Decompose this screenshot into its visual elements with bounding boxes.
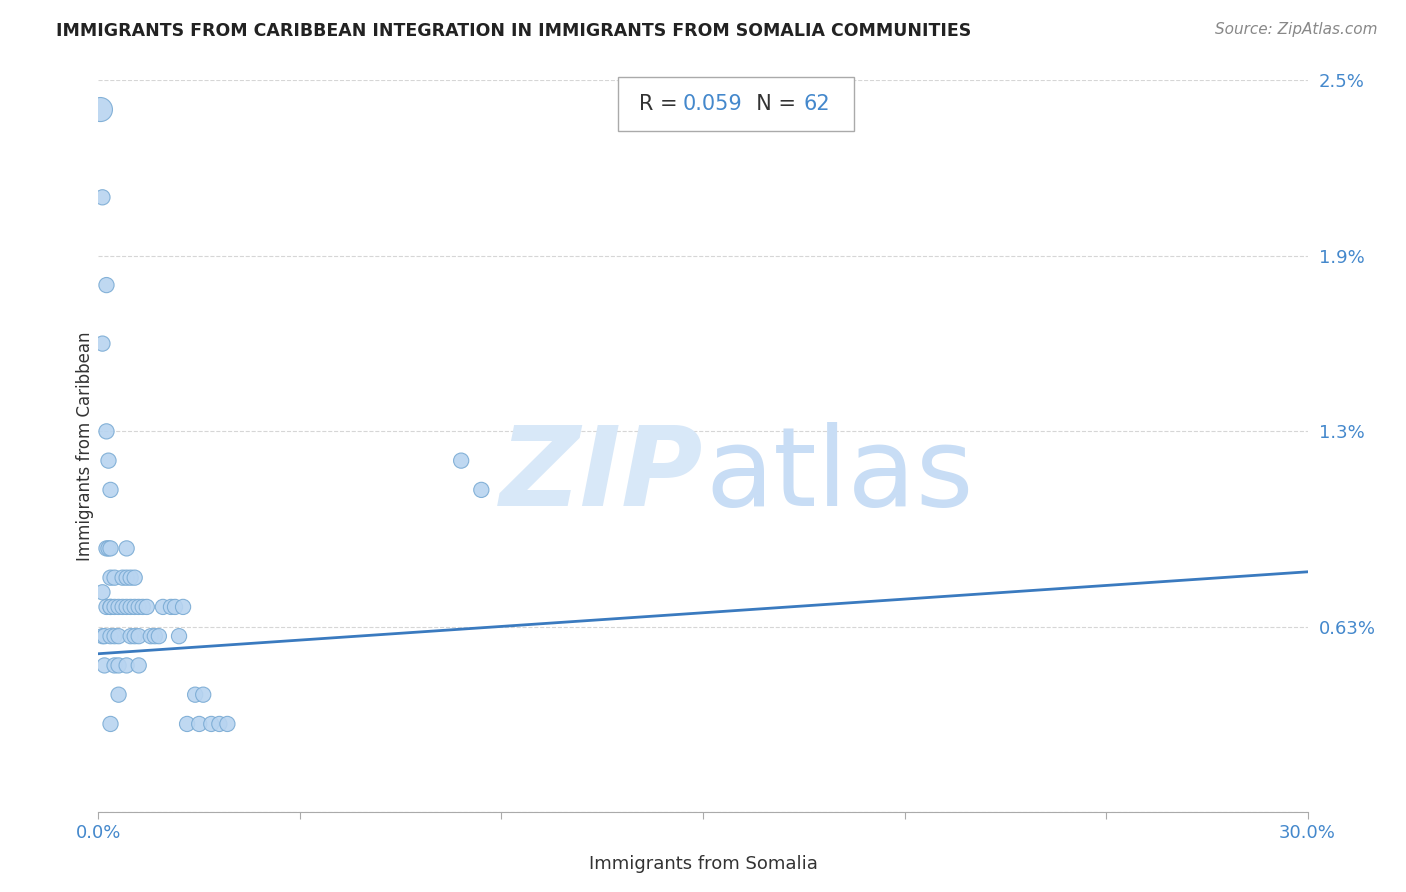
- Point: [96, 541, 118, 556]
- Text: IMMIGRANTS FROM CARIBBEAN INTEGRATION IN IMMIGRANTS FROM SOMALIA COMMUNITIES: IMMIGRANTS FROM CARIBBEAN INTEGRATION IN…: [56, 22, 972, 40]
- Y-axis label: Immigrants from Caribbean: Immigrants from Caribbean: [76, 331, 94, 561]
- Point: [107, 688, 129, 702]
- Point: [135, 599, 157, 614]
- Point: [91, 190, 114, 204]
- Point: [115, 599, 138, 614]
- Point: [450, 453, 472, 467]
- Point: [188, 717, 211, 731]
- Point: [132, 599, 155, 614]
- Point: [97, 453, 120, 467]
- Point: [91, 629, 114, 643]
- Point: [100, 629, 122, 643]
- Point: [100, 599, 122, 614]
- Text: ZIP: ZIP: [499, 422, 703, 529]
- Point: [115, 541, 138, 556]
- FancyBboxPatch shape: [619, 77, 855, 131]
- Text: 0.059: 0.059: [682, 94, 742, 114]
- Point: [124, 629, 146, 643]
- Point: [107, 599, 129, 614]
- Point: [93, 658, 115, 673]
- Point: [120, 571, 142, 585]
- Point: [128, 658, 150, 673]
- Point: [96, 425, 118, 439]
- Point: [96, 599, 118, 614]
- Point: [120, 599, 142, 614]
- Point: [143, 629, 166, 643]
- Text: Source: ZipAtlas.com: Source: ZipAtlas.com: [1215, 22, 1378, 37]
- Point: [184, 688, 207, 702]
- Point: [148, 629, 170, 643]
- Point: [160, 599, 183, 614]
- Point: [103, 658, 125, 673]
- Text: R =: R =: [638, 94, 685, 114]
- Point: [100, 483, 122, 497]
- Point: [93, 629, 115, 643]
- Point: [163, 599, 186, 614]
- Point: [97, 541, 120, 556]
- Point: [107, 629, 129, 643]
- Point: [176, 717, 198, 731]
- Point: [91, 336, 114, 351]
- Point: [115, 571, 138, 585]
- Point: [100, 599, 122, 614]
- Point: [208, 717, 231, 731]
- Text: 62: 62: [803, 94, 830, 114]
- Point: [193, 688, 215, 702]
- Point: [107, 658, 129, 673]
- Point: [124, 599, 146, 614]
- X-axis label: Immigrants from Somalia: Immigrants from Somalia: [589, 855, 817, 873]
- Text: N =: N =: [742, 94, 803, 114]
- Point: [152, 599, 174, 614]
- Point: [128, 629, 150, 643]
- Point: [139, 629, 162, 643]
- Point: [100, 541, 122, 556]
- Point: [103, 571, 125, 585]
- Point: [217, 717, 239, 731]
- Point: [100, 571, 122, 585]
- Point: [91, 585, 114, 599]
- Point: [89, 103, 111, 117]
- Point: [167, 629, 190, 643]
- Text: atlas: atlas: [706, 422, 974, 529]
- Point: [172, 599, 194, 614]
- Point: [200, 717, 222, 731]
- Point: [120, 629, 142, 643]
- Point: [115, 658, 138, 673]
- Point: [111, 571, 134, 585]
- Point: [124, 571, 146, 585]
- Point: [100, 717, 122, 731]
- Point: [103, 599, 125, 614]
- Point: [96, 278, 118, 293]
- Point: [470, 483, 492, 497]
- Point: [103, 629, 125, 643]
- Point: [111, 599, 134, 614]
- Point: [128, 599, 150, 614]
